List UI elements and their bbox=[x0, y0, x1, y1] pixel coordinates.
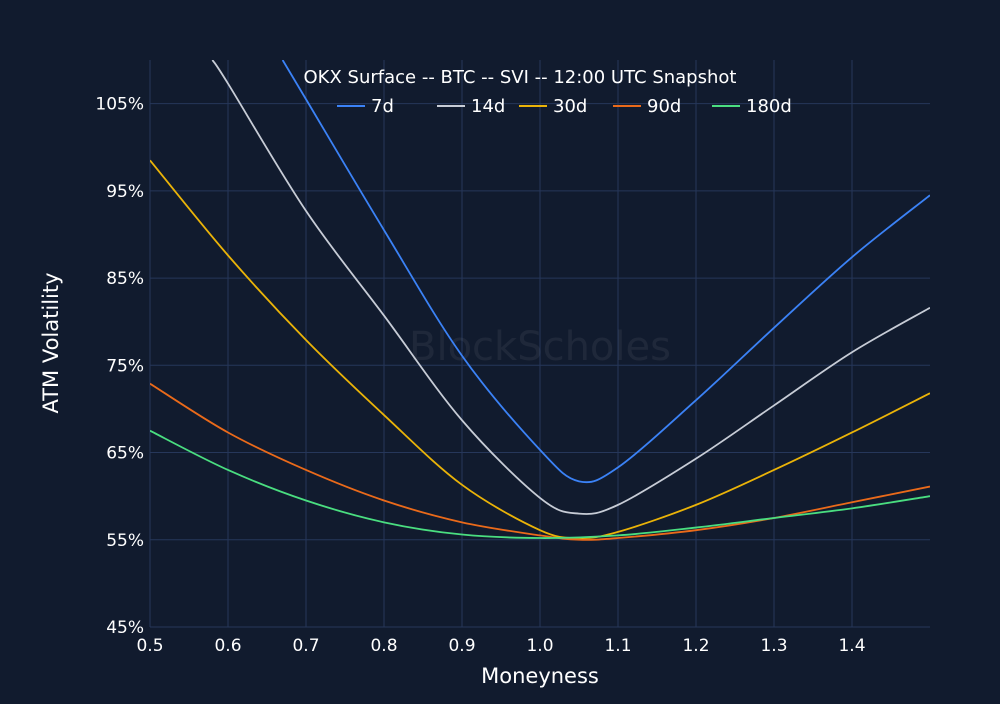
series-lines bbox=[150, 60, 930, 541]
x-tick-label: 1.2 bbox=[682, 636, 709, 656]
x-tick-label: 0.7 bbox=[292, 636, 319, 656]
legend-item-7d[interactable]: 7d bbox=[337, 96, 394, 117]
y-axis-ticks: 45% 55% 65% 75% 85% 95% 105% bbox=[95, 95, 144, 638]
x-axis-label: Moneyness bbox=[481, 664, 599, 688]
legend-label: 7d bbox=[371, 96, 394, 117]
x-tick-label: 0.6 bbox=[214, 636, 241, 656]
watermark: BlockScholes bbox=[409, 324, 671, 370]
y-tick-label: 65% bbox=[106, 444, 144, 464]
legend-item-90d[interactable]: 90d bbox=[613, 96, 681, 117]
x-tick-label: 0.8 bbox=[370, 636, 397, 656]
x-tick-label: 1.4 bbox=[838, 636, 865, 656]
x-tick-label: 0.9 bbox=[448, 636, 475, 656]
legend-label: 180d bbox=[746, 96, 792, 117]
legend-item-30d[interactable]: 30d bbox=[519, 96, 587, 117]
x-tick-label: 0.5 bbox=[136, 636, 163, 656]
legend: 7d 14d 30d 90d 180d bbox=[337, 96, 792, 117]
legend-item-14d[interactable]: 14d bbox=[437, 96, 505, 117]
series-line-180d bbox=[150, 429, 930, 539]
x-axis-ticks: 0.5 0.6 0.7 0.8 0.9 1.0 1.1 1.2 1.3 1.4 bbox=[136, 636, 865, 656]
x-tick-label: 1.1 bbox=[604, 636, 631, 656]
series-line-14d bbox=[211, 60, 930, 515]
legend-label: 14d bbox=[471, 96, 505, 117]
legend-item-180d[interactable]: 180d bbox=[712, 96, 792, 117]
y-axis-label: ATM Volatility bbox=[39, 272, 63, 413]
y-tick-label: 45% bbox=[106, 618, 144, 638]
y-tick-label: 75% bbox=[106, 356, 144, 376]
legend-label: 90d bbox=[647, 96, 681, 117]
legend-label: 30d bbox=[553, 96, 587, 117]
y-tick-label: 55% bbox=[106, 531, 144, 551]
x-tick-label: 1.0 bbox=[526, 636, 553, 656]
y-tick-label: 105% bbox=[95, 95, 144, 115]
series-line-30d bbox=[150, 159, 930, 539]
y-tick-label: 85% bbox=[106, 269, 144, 289]
series-line-7d bbox=[281, 60, 930, 484]
y-tick-label: 95% bbox=[106, 182, 144, 202]
x-tick-label: 1.3 bbox=[760, 636, 787, 656]
grid bbox=[149, 60, 930, 628]
chart-title: OKX Surface -- BTC -- SVI -- 12:00 UTC S… bbox=[304, 67, 737, 88]
